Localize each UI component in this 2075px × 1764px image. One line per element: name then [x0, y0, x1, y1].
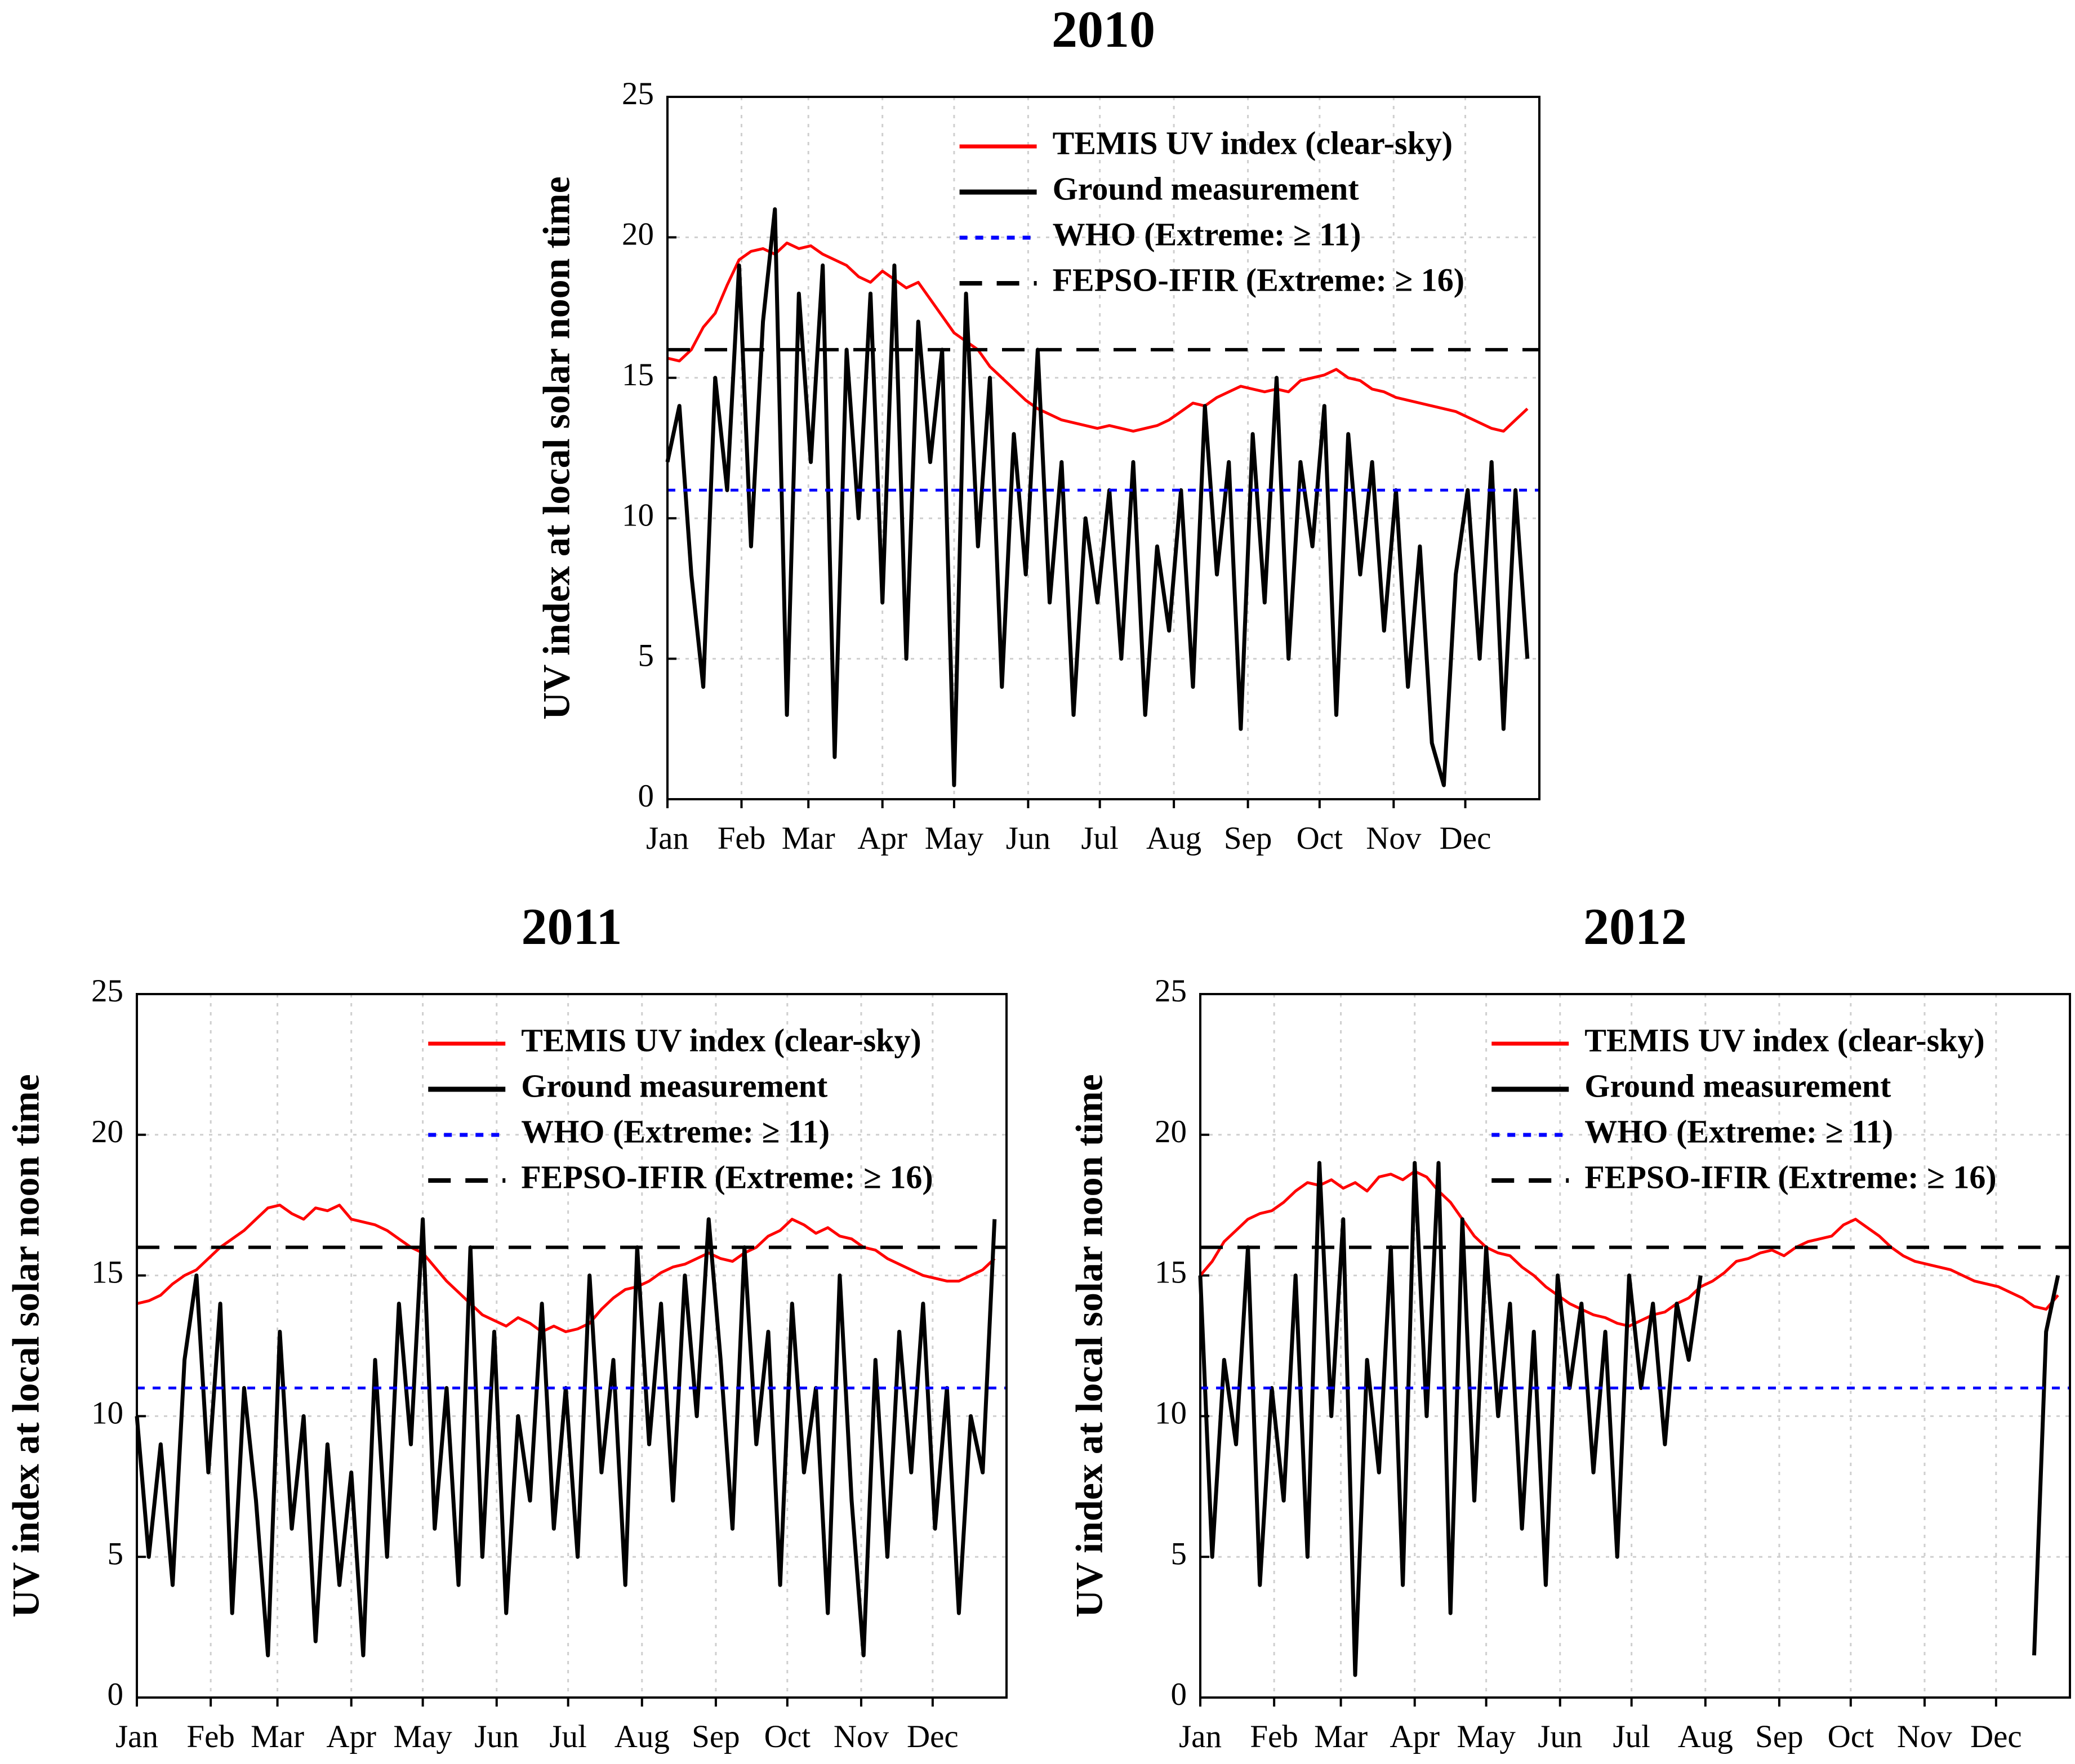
x-tick-label: Aug — [1678, 1719, 1733, 1754]
plot-frame — [666, 96, 1540, 800]
x-tick-label: Jun — [1006, 821, 1050, 856]
y-tick-label: 10 — [91, 1395, 123, 1431]
plot-frame — [136, 993, 1008, 1699]
y-tick-label: 15 — [622, 357, 654, 393]
y-tick-label: 10 — [1155, 1395, 1187, 1431]
x-tick-label: Nov — [1366, 821, 1422, 856]
x-tick-label: Jun — [474, 1719, 519, 1754]
y-tick-label: 25 — [1155, 973, 1187, 1009]
legend-label: WHO (Extreme: ≥ 11) — [521, 1113, 830, 1150]
x-tick-label: Dec — [1970, 1719, 2022, 1754]
y-tick-label: 20 — [1155, 1114, 1187, 1150]
x-tick-label: Feb — [1250, 1719, 1298, 1754]
x-tick-label: Mar — [782, 821, 835, 856]
x-tick-label: Jan — [115, 1719, 158, 1754]
y-axis-label: UV index at local solar noon time — [1068, 1074, 1111, 1618]
y-tick-label: 0 — [108, 1677, 124, 1712]
plot-frame — [1199, 993, 2071, 1699]
series-line — [667, 241, 1529, 433]
legend-label: FEPSO-IFIR (Extreme: ≥ 16) — [1584, 1159, 1996, 1195]
legend-label: Ground measurement — [1053, 170, 1360, 207]
x-tick-label: Dec — [1440, 821, 1491, 856]
x-tick-label: Apr — [1390, 1719, 1440, 1754]
y-tick-label: 5 — [638, 638, 654, 674]
x-tick-label: Sep — [1755, 1719, 1804, 1754]
series-line — [665, 207, 1530, 787]
x-tick-label: Oct — [764, 1719, 811, 1754]
x-tick-label: Sep — [692, 1719, 740, 1754]
y-tick-label: 20 — [622, 216, 654, 252]
x-tick-label: May — [925, 821, 984, 856]
legend-label: FEPSO-IFIR (Extreme: ≥ 16) — [1053, 261, 1464, 298]
x-tick-label: Aug — [615, 1719, 670, 1754]
legend-label: TEMIS UV index (clear-sky) — [1053, 124, 1453, 161]
x-tick-label: Jan — [646, 821, 689, 856]
x-tick-label: Dec — [907, 1719, 959, 1754]
chart-title: 2011 — [522, 898, 622, 955]
y-tick-label: 25 — [91, 973, 123, 1009]
y-tick-label: 0 — [638, 778, 654, 814]
legend-label: Ground measurement — [521, 1067, 828, 1104]
x-tick-label: Mar — [1314, 1719, 1368, 1754]
y-tick-label: 5 — [108, 1536, 124, 1571]
chart-title: 2010 — [1052, 1, 1155, 58]
x-tick-label: Jul — [549, 1719, 587, 1754]
series-line — [135, 1217, 997, 1658]
x-tick-label: Oct — [1297, 821, 1343, 856]
chart-title: 2012 — [1583, 898, 1687, 955]
chart-panel: 2012 UV index at local solar noon time 0 5 1… — [1068, 898, 2071, 1754]
x-tick-label: Nov — [834, 1719, 889, 1754]
y-tick-label: 10 — [622, 497, 654, 533]
y-axis-label: UV index at local solar noon time — [535, 176, 578, 720]
x-tick-label: Jul — [1613, 1719, 1650, 1754]
chart-panel: 2011 UV index at local solar noon time 0 5 1… — [5, 898, 1008, 1754]
series-line — [1199, 1170, 2059, 1328]
x-tick-label: Jan — [1179, 1719, 1222, 1754]
y-tick-label: 0 — [1171, 1677, 1187, 1712]
x-tick-label: Jun — [1538, 1719, 1582, 1754]
legend-label: WHO (Extreme: ≥ 11) — [1584, 1113, 1893, 1150]
x-tick-label: Jul — [1081, 821, 1119, 856]
y-tick-label: 15 — [1155, 1255, 1187, 1290]
y-tick-label: 25 — [622, 76, 654, 112]
legend-label: FEPSO-IFIR (Extreme: ≥ 16) — [521, 1159, 933, 1195]
x-tick-label: Mar — [251, 1719, 304, 1754]
legend-label: Ground measurement — [1584, 1067, 1891, 1104]
x-tick-label: Nov — [1897, 1719, 1953, 1754]
x-tick-label: May — [1457, 1719, 1516, 1754]
x-tick-label: Apr — [857, 821, 907, 856]
y-axis-label: UV index at local solar noon time — [5, 1074, 47, 1618]
y-tick-label: 5 — [1171, 1536, 1187, 1571]
y-tick-label: 15 — [91, 1255, 123, 1290]
series-line — [136, 1204, 996, 1333]
x-tick-label: Apr — [326, 1719, 376, 1754]
x-tick-label: Feb — [718, 821, 766, 856]
x-tick-label: Feb — [186, 1719, 235, 1754]
legend-label: WHO (Extreme: ≥ 11) — [1053, 216, 1361, 252]
x-tick-label: Aug — [1146, 821, 1201, 856]
y-tick-label: 20 — [91, 1114, 123, 1150]
x-tick-label: Sep — [1224, 821, 1272, 856]
x-tick-label: Oct — [1828, 1719, 1874, 1754]
x-tick-label: May — [393, 1719, 452, 1754]
series-line — [1198, 1161, 2060, 1677]
legend-label: TEMIS UV index (clear-sky) — [521, 1022, 921, 1058]
legend-label: TEMIS UV index (clear-sky) — [1584, 1022, 1985, 1058]
